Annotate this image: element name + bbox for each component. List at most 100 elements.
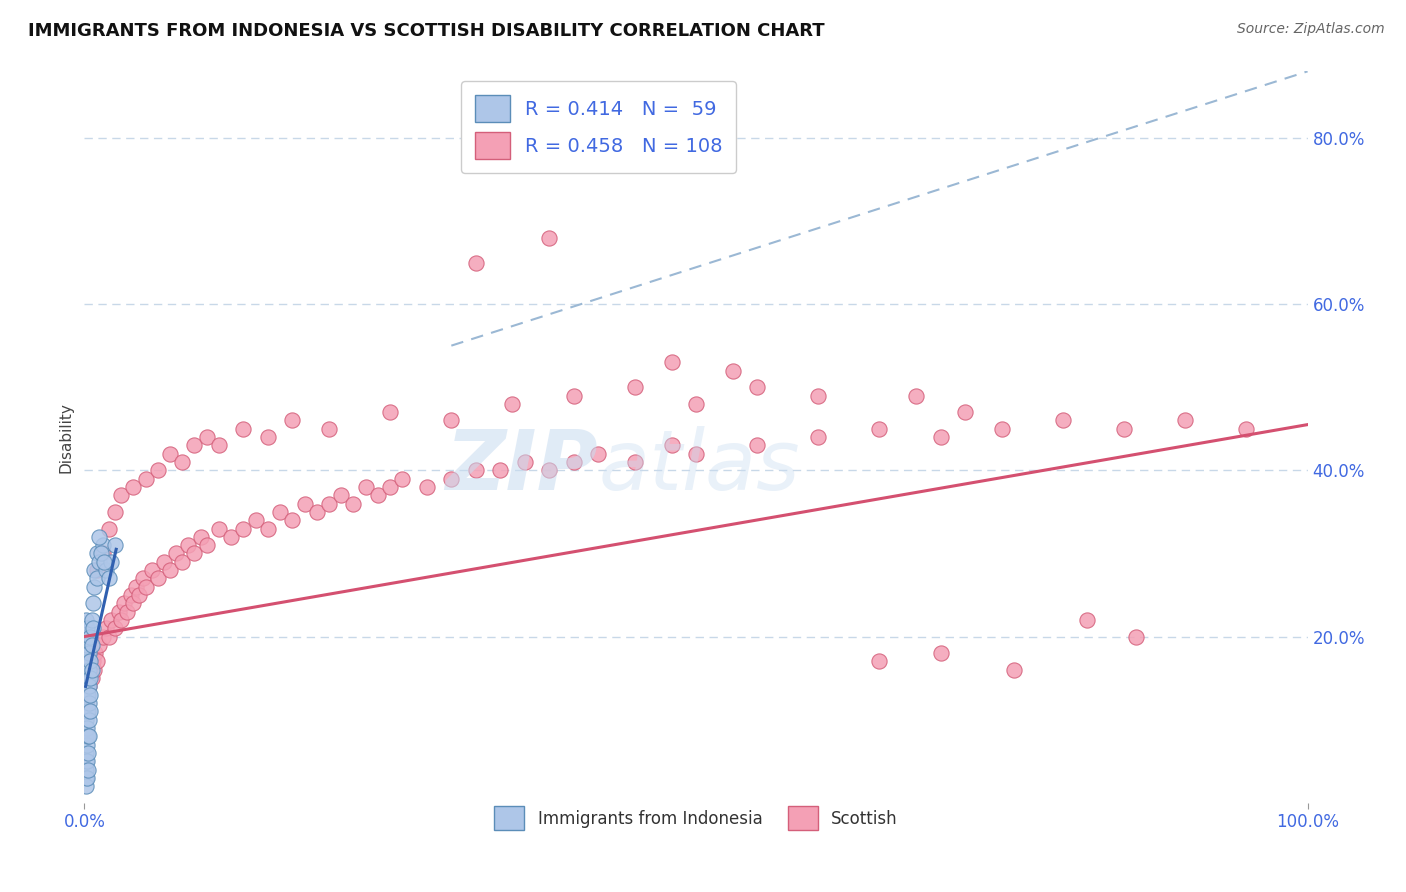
- Point: [1174, 413, 1197, 427]
- Point: [86, 571, 108, 585]
- Point: [82, 655, 104, 669]
- Point: [80, 663, 103, 677]
- Point: [513, 455, 536, 469]
- Point: [76, 621, 98, 635]
- Point: [159, 563, 181, 577]
- Point: [195, 538, 218, 552]
- Point: [172, 455, 194, 469]
- Point: [75, 779, 97, 793]
- Point: [75, 671, 97, 685]
- Point: [75, 630, 97, 644]
- Point: [79, 655, 101, 669]
- Point: [76, 663, 98, 677]
- Point: [96, 563, 118, 577]
- Point: [245, 513, 267, 527]
- Point: [86, 655, 108, 669]
- Point: [624, 380, 647, 394]
- Point: [86, 563, 108, 577]
- Point: [75, 754, 97, 768]
- Point: [84, 646, 107, 660]
- Point: [77, 705, 100, 719]
- Point: [869, 655, 891, 669]
- Point: [869, 422, 891, 436]
- Point: [80, 613, 103, 627]
- Point: [80, 671, 103, 685]
- Point: [183, 546, 205, 560]
- Point: [80, 638, 103, 652]
- Point: [75, 613, 97, 627]
- Point: [90, 546, 112, 560]
- Point: [77, 655, 100, 669]
- Point: [367, 488, 389, 502]
- Point: [661, 355, 683, 369]
- Point: [77, 680, 100, 694]
- Point: [305, 505, 328, 519]
- Point: [440, 413, 463, 427]
- Point: [464, 463, 486, 477]
- Point: [93, 555, 115, 569]
- Point: [83, 580, 105, 594]
- Point: [75, 655, 97, 669]
- Point: [146, 571, 169, 585]
- Text: IMMIGRANTS FROM INDONESIA VS SCOTTISH DISABILITY CORRELATION CHART: IMMIGRANTS FROM INDONESIA VS SCOTTISH DI…: [28, 22, 825, 40]
- Point: [75, 746, 97, 760]
- Point: [75, 696, 97, 710]
- Point: [104, 505, 127, 519]
- Point: [75, 646, 97, 660]
- Point: [77, 746, 100, 760]
- Point: [75, 763, 97, 777]
- Point: [342, 497, 364, 511]
- Point: [97, 630, 120, 644]
- Point: [208, 521, 231, 535]
- Point: [82, 596, 104, 610]
- Point: [502, 397, 524, 411]
- Point: [79, 663, 101, 677]
- Point: [77, 646, 100, 660]
- Point: [77, 671, 100, 685]
- Point: [538, 463, 561, 477]
- Point: [77, 663, 100, 677]
- Point: [77, 696, 100, 710]
- Point: [991, 422, 1014, 436]
- Text: Source: ZipAtlas.com: Source: ZipAtlas.com: [1237, 22, 1385, 37]
- Point: [97, 571, 120, 585]
- Point: [1114, 422, 1136, 436]
- Point: [76, 754, 98, 768]
- Point: [807, 388, 830, 402]
- Point: [1052, 413, 1074, 427]
- Point: [146, 463, 169, 477]
- Point: [115, 605, 138, 619]
- Point: [165, 546, 187, 560]
- Point: [416, 480, 439, 494]
- Point: [96, 621, 118, 635]
- Point: [100, 555, 122, 569]
- Point: [91, 630, 114, 644]
- Point: [76, 638, 98, 652]
- Point: [747, 438, 769, 452]
- Point: [232, 521, 254, 535]
- Point: [125, 580, 148, 594]
- Point: [905, 388, 928, 402]
- Point: [97, 521, 120, 535]
- Point: [1076, 613, 1098, 627]
- Point: [135, 472, 157, 486]
- Point: [87, 638, 110, 652]
- Point: [76, 705, 98, 719]
- Point: [75, 771, 97, 785]
- Point: [77, 671, 100, 685]
- Point: [104, 621, 127, 635]
- Point: [76, 721, 98, 735]
- Point: [1125, 630, 1147, 644]
- Point: [75, 688, 97, 702]
- Point: [330, 488, 353, 502]
- Point: [257, 430, 280, 444]
- Point: [110, 488, 132, 502]
- Point: [391, 472, 413, 486]
- Point: [122, 480, 145, 494]
- Point: [1236, 422, 1258, 436]
- Point: [87, 555, 110, 569]
- Point: [172, 555, 194, 569]
- Point: [77, 729, 100, 743]
- Point: [79, 705, 101, 719]
- Point: [721, 363, 744, 377]
